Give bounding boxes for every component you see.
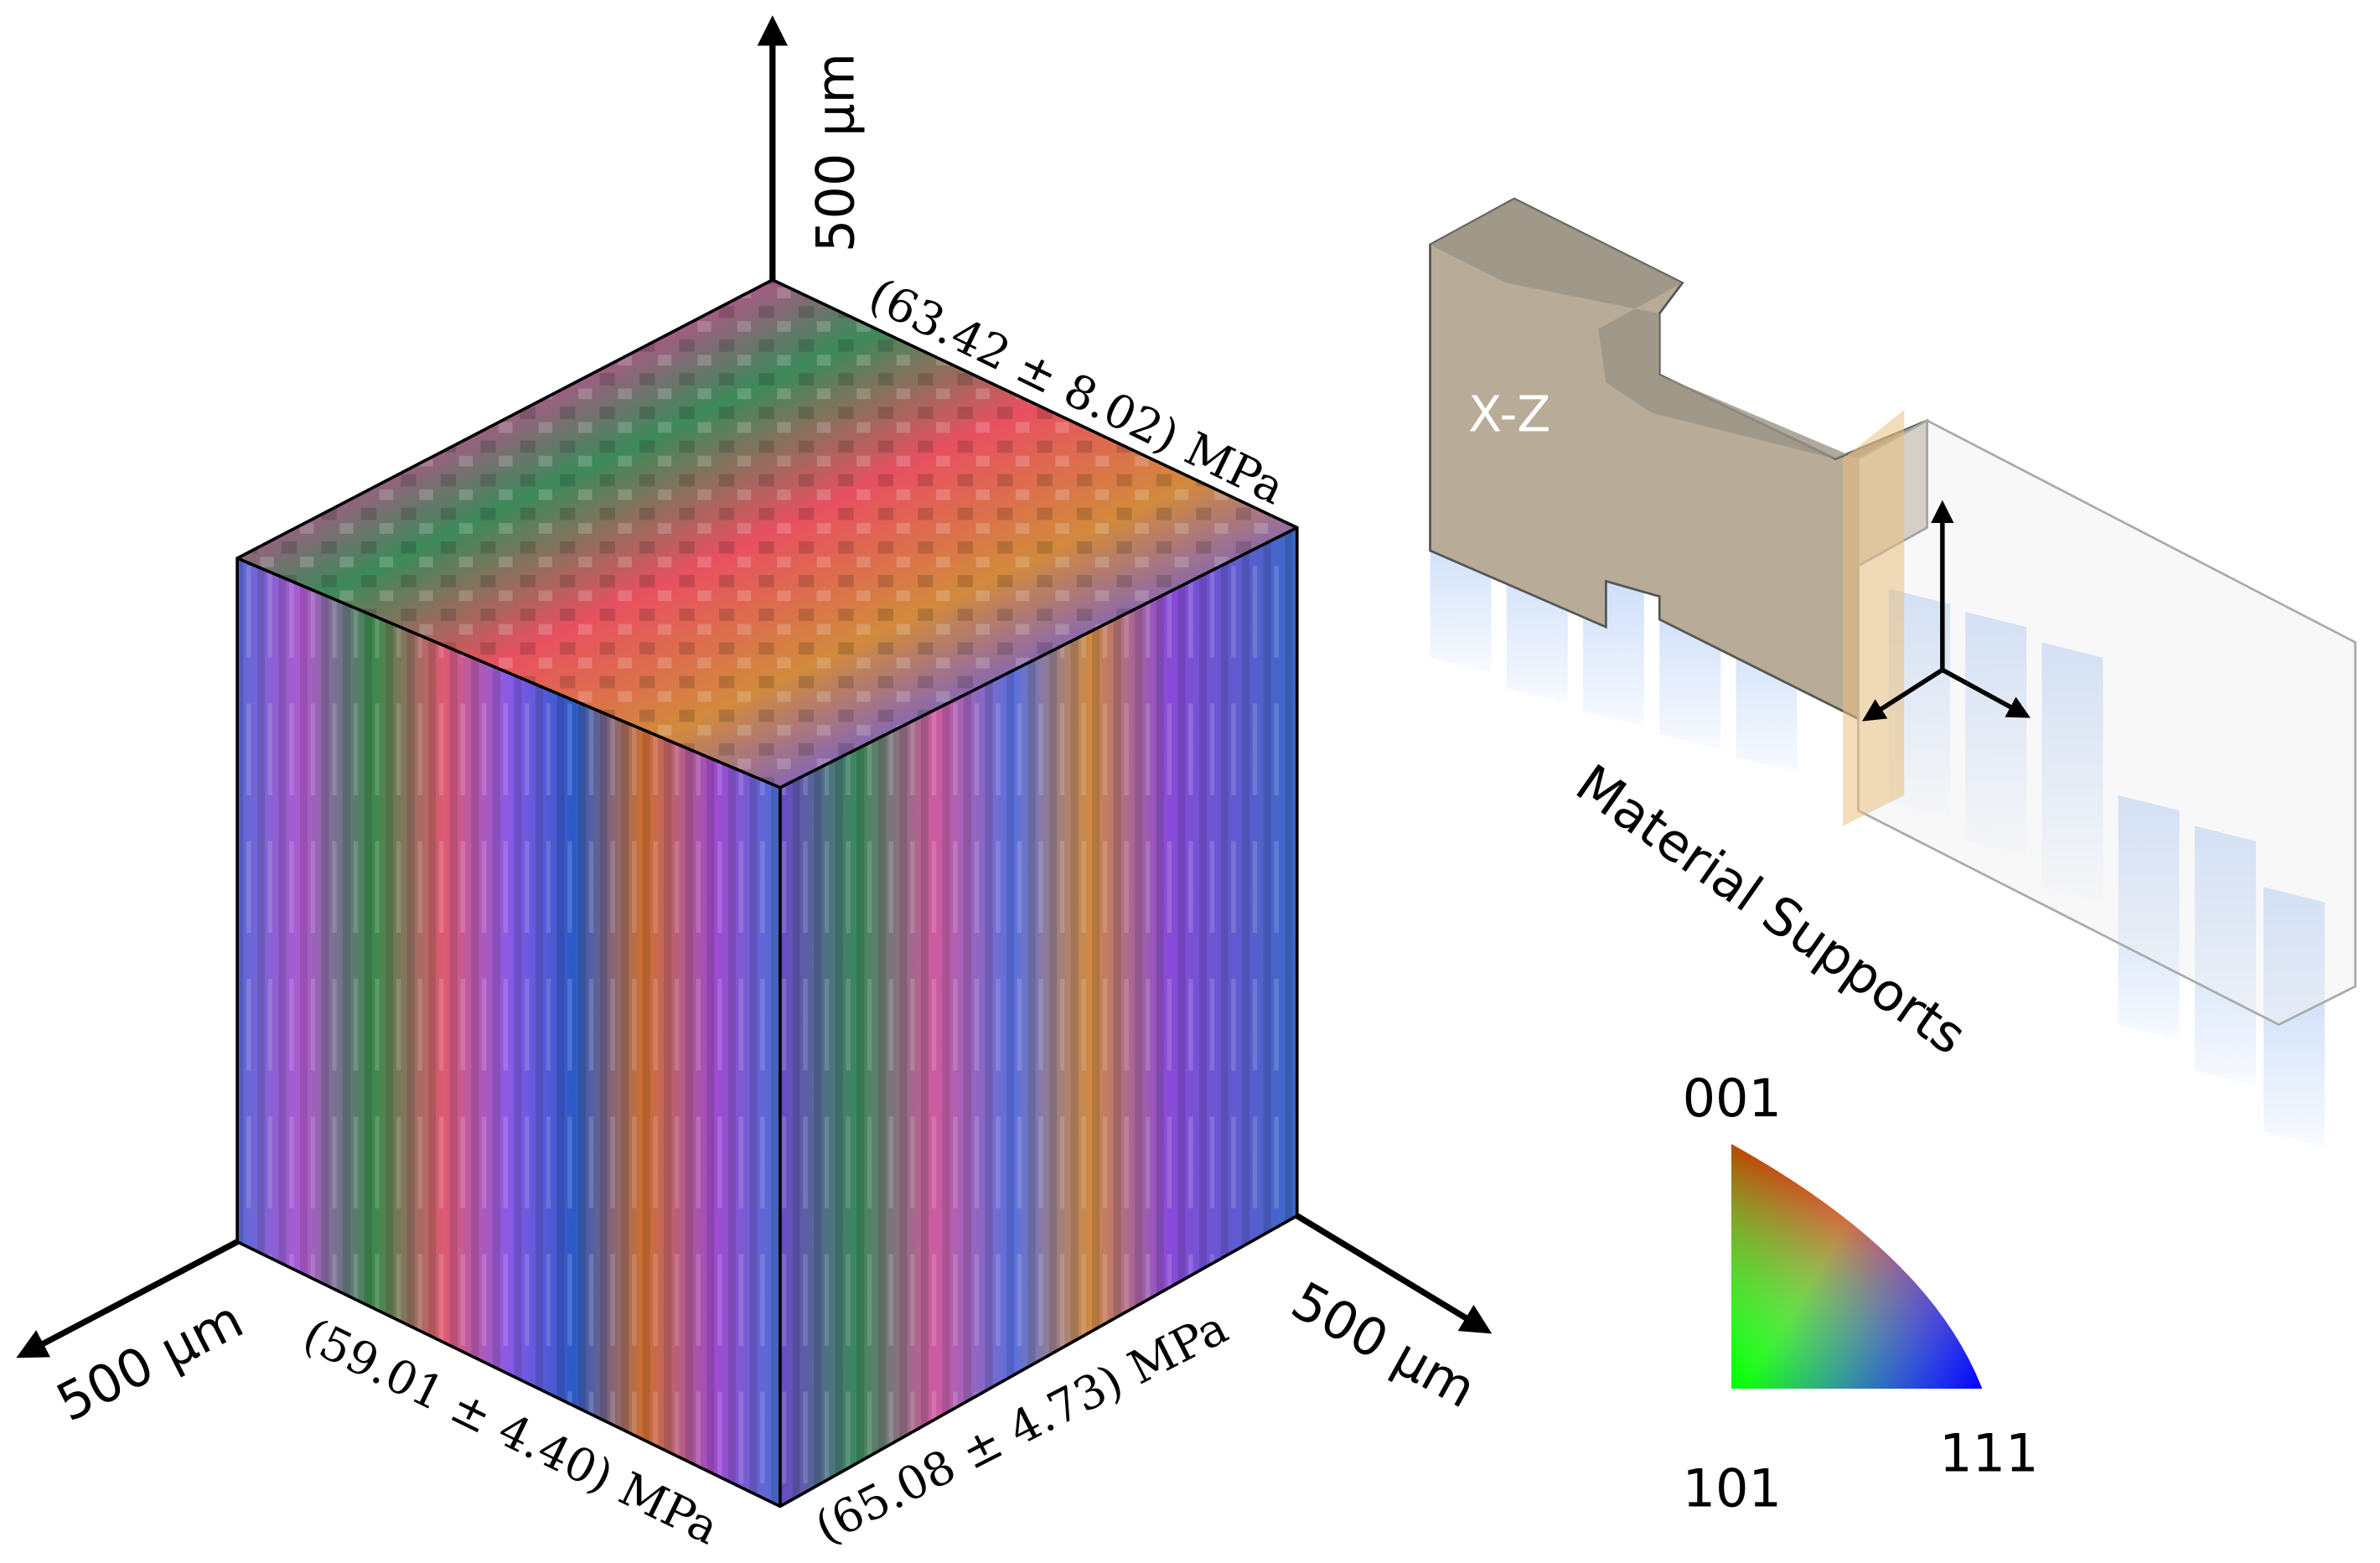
ipf-blue (1731, 1143, 1983, 1389)
axis-y-arrow (1295, 1213, 1493, 1334)
cube-edges (235, 277, 1299, 1509)
plane-label: X-Z (1468, 386, 1550, 443)
axis-y-label: 500 µm (1282, 1270, 1487, 1420)
ipf-label-101: 101 (1683, 1457, 1782, 1519)
ipf-label-111: 111 (1939, 1423, 2038, 1484)
specimen-transparent (1857, 419, 2357, 1027)
cut-plane (1843, 410, 1905, 826)
axis-x-label: 500 µm (47, 1288, 252, 1433)
cube-left-texture (237, 558, 780, 1507)
cube-right-texture (779, 527, 1297, 1507)
specimen-axis (1861, 667, 1944, 722)
ipf-label-001: 001 (1683, 1068, 1782, 1129)
axis-z-label: 500 µm (805, 53, 867, 252)
ipf-legend: 001 101 111 (1683, 1068, 2039, 1519)
specimen: X-Z Material Supports (1429, 197, 2357, 1147)
specimen-top (1430, 199, 1927, 459)
specimen-axis (1941, 667, 2031, 718)
axis-x-arrow (16, 1239, 239, 1359)
